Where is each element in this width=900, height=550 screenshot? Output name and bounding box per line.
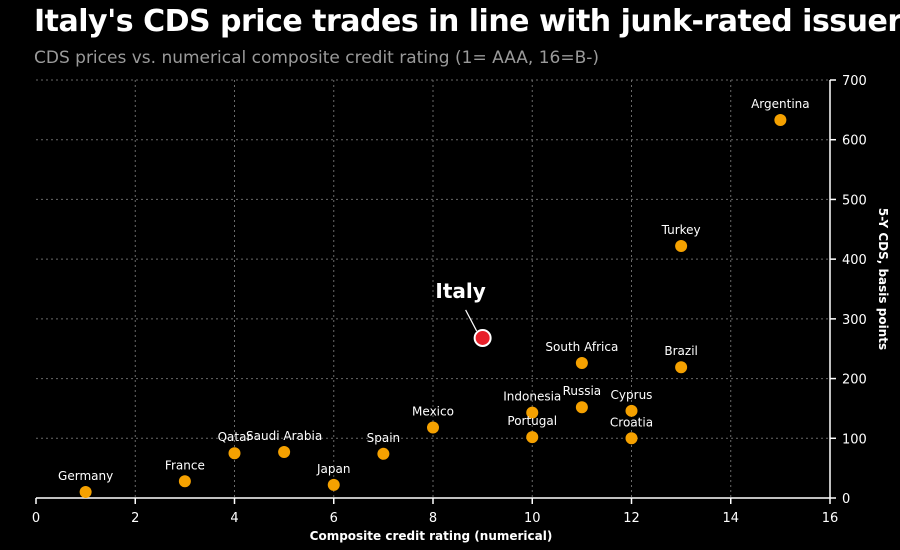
y-tick-label: 700 [842,74,867,89]
data-point [427,421,439,434]
data-point [526,431,539,444]
point-label: Croatia [610,415,653,429]
data-point [774,114,787,127]
point-label: Russia [563,384,602,398]
x-tick-label: 10 [524,511,541,526]
data-point-highlight [473,328,492,347]
point-label: Qatar [218,430,252,444]
chart-title: Italy's CDS price trades in line with ju… [34,4,900,39]
y-axis-label: 5-Y CDS, basis points [876,208,890,350]
point-label: Mexico [412,405,454,419]
point-label: Spain [367,431,401,445]
chart-subtitle: CDS prices vs. numerical composite credi… [34,48,600,68]
data-point [625,404,638,417]
y-tick-label: 100 [842,432,867,447]
y-tick-label: 0 [842,492,850,507]
y-tick-label: 600 [842,134,867,149]
point-label: France [165,458,205,472]
data-point [79,486,92,499]
y-tick-label: 500 [842,193,867,208]
x-tick-label: 12 [623,511,640,526]
point-label: Japan [316,462,350,476]
data-point [675,361,688,374]
data-point [526,406,539,419]
point-label: Brazil [664,344,698,358]
x-tick-label: 14 [722,511,739,526]
data-point [327,478,340,491]
data-point [575,357,588,370]
y-tick-label: 400 [842,253,867,268]
data-point [228,447,241,460]
point-label: Argentina [751,97,810,111]
y-tick-label: 200 [842,373,867,388]
data-point [625,432,638,445]
axes: 0 100 200 300 400 500 600 700 0 2 4 6 8 10 12 14 16 [32,74,867,526]
data-point [377,447,390,460]
data-point [278,446,291,459]
y-tick-label: 300 [842,313,867,328]
point-label: Cyprus [611,388,653,402]
point-label: Italy [435,279,485,303]
point-label: South Africa [545,340,618,354]
point-label: Saudi Arabia [246,429,322,443]
x-tick-label: 6 [330,511,338,526]
data-point [675,240,688,253]
x-tick-label: 8 [429,511,437,526]
data-point [178,475,191,488]
data-point [575,401,588,414]
callout-leader [465,309,478,332]
x-tick-label: 4 [230,511,238,526]
point-label: Turkey [661,223,701,237]
point-label: Indonesia [503,390,561,404]
point-label: Portugal [507,414,557,428]
x-tick-label: 16 [822,511,839,526]
x-tick-label: 0 [32,511,40,526]
grid-lines [36,79,830,498]
x-axis-label: Composite credit rating (numerical) [310,529,553,543]
x-tick-label: 2 [131,511,139,526]
point-label: Germany [58,469,113,483]
